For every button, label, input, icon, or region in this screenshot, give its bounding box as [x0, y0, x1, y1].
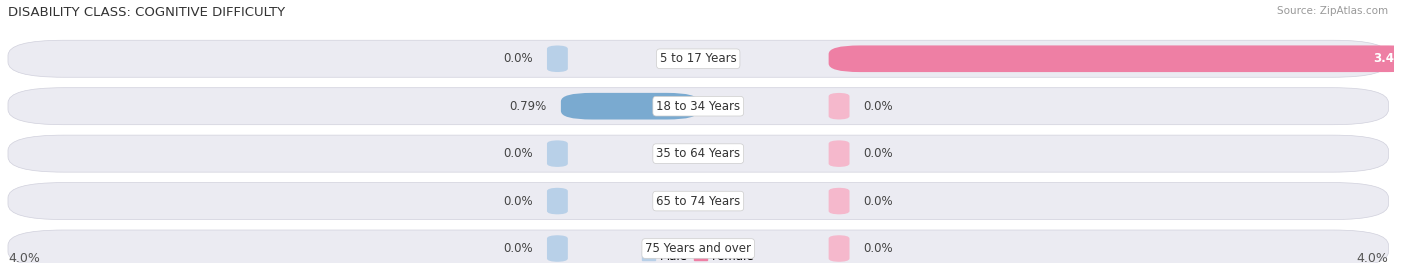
FancyBboxPatch shape — [828, 235, 849, 262]
FancyBboxPatch shape — [8, 135, 1389, 172]
FancyBboxPatch shape — [8, 183, 1389, 220]
Text: 0.0%: 0.0% — [863, 194, 893, 208]
FancyBboxPatch shape — [828, 188, 849, 214]
Text: 75 Years and over: 75 Years and over — [645, 242, 751, 255]
Text: 0.79%: 0.79% — [510, 100, 547, 113]
Text: 18 to 34 Years: 18 to 34 Years — [657, 100, 741, 113]
Text: 0.0%: 0.0% — [503, 242, 533, 255]
Text: 4.0%: 4.0% — [1357, 252, 1389, 266]
FancyBboxPatch shape — [8, 40, 1389, 77]
FancyBboxPatch shape — [547, 45, 568, 72]
FancyBboxPatch shape — [828, 45, 1406, 72]
Legend: Male, Female: Male, Female — [637, 245, 759, 267]
Text: 0.0%: 0.0% — [863, 147, 893, 160]
Text: 0.0%: 0.0% — [863, 100, 893, 113]
FancyBboxPatch shape — [8, 88, 1389, 125]
Text: 0.0%: 0.0% — [503, 147, 533, 160]
FancyBboxPatch shape — [547, 188, 568, 214]
FancyBboxPatch shape — [547, 140, 568, 167]
Text: 0.0%: 0.0% — [863, 242, 893, 255]
Text: 4.0%: 4.0% — [8, 252, 39, 266]
FancyBboxPatch shape — [561, 93, 699, 119]
Text: 35 to 64 Years: 35 to 64 Years — [657, 147, 741, 160]
Text: 0.0%: 0.0% — [503, 52, 533, 65]
FancyBboxPatch shape — [8, 230, 1389, 267]
FancyBboxPatch shape — [547, 235, 568, 262]
Text: 3.4%: 3.4% — [1374, 52, 1406, 65]
Text: 0.0%: 0.0% — [503, 194, 533, 208]
Text: Source: ZipAtlas.com: Source: ZipAtlas.com — [1277, 6, 1389, 16]
Text: DISABILITY CLASS: COGNITIVE DIFFICULTY: DISABILITY CLASS: COGNITIVE DIFFICULTY — [8, 6, 285, 19]
FancyBboxPatch shape — [828, 140, 849, 167]
Text: 65 to 74 Years: 65 to 74 Years — [657, 194, 741, 208]
Text: 5 to 17 Years: 5 to 17 Years — [659, 52, 737, 65]
FancyBboxPatch shape — [828, 93, 849, 119]
